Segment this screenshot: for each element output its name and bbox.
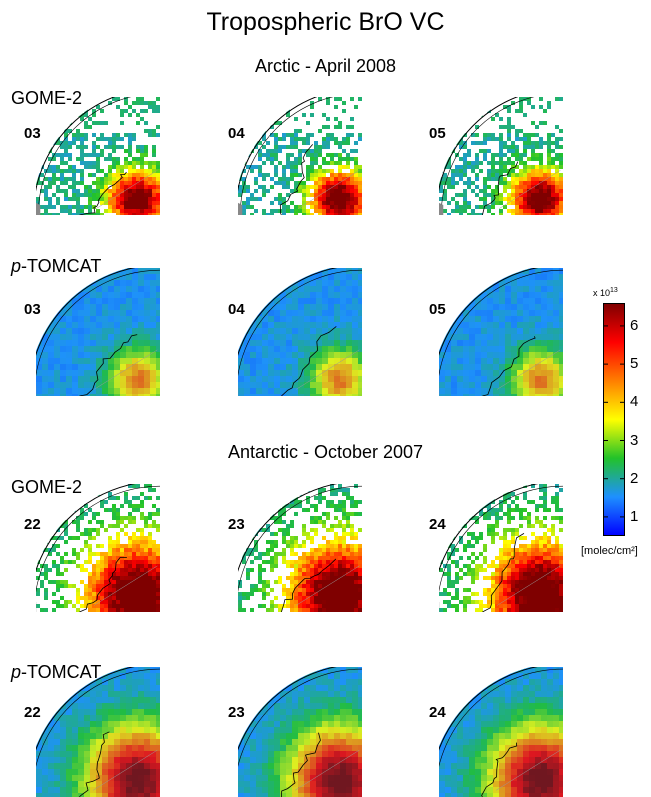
map-panel — [238, 268, 362, 396]
colorbar-multiplier: x 1013 — [593, 287, 618, 298]
colorbar-tick: 6 — [630, 316, 639, 334]
colorbar-tick: 2 — [630, 469, 639, 487]
day-label: 05 — [429, 125, 446, 142]
colorbar — [603, 303, 625, 536]
day-label: 04 — [228, 301, 245, 318]
colorbar-gradient — [603, 303, 625, 536]
day-label: 22 — [24, 516, 41, 533]
row-label-arctic-model: p-TOMCAT — [11, 256, 102, 276]
row-label-antarctic-gome2: GOME-2 — [11, 477, 83, 497]
day-label: 24 — [429, 516, 446, 533]
day-label: 04 — [228, 125, 245, 142]
map-panel — [439, 667, 563, 797]
map-panel — [36, 667, 160, 797]
row-label-antarctic-model: p-TOMCAT — [11, 662, 102, 682]
colorbar-unit: [molec/cm²] — [581, 545, 638, 557]
day-label: 23 — [228, 704, 245, 721]
map-panel — [439, 97, 563, 215]
map-panel — [238, 97, 362, 215]
map-panel — [439, 268, 563, 396]
section-title-arctic: Arctic - April 2008 — [254, 56, 397, 76]
map-panel — [36, 268, 160, 396]
colorbar-tick: 4 — [630, 393, 639, 411]
colorbar-tick: 3 — [630, 431, 639, 449]
map-panel — [238, 667, 362, 797]
day-label: 03 — [24, 125, 41, 142]
day-label: 22 — [24, 704, 41, 721]
day-label: 24 — [429, 704, 446, 721]
map-panel — [36, 97, 160, 215]
day-label: 23 — [228, 516, 245, 533]
section-title-antarctic: Antarctic - October 2007 — [227, 442, 424, 462]
day-label: 03 — [24, 301, 41, 318]
colorbar-tick: 1 — [630, 507, 639, 525]
day-label: 05 — [429, 301, 446, 318]
map-panel — [439, 484, 563, 612]
row-label-arctic-gome2: GOME-2 — [11, 88, 83, 108]
map-panel — [238, 484, 362, 612]
map-panel — [36, 484, 160, 612]
colorbar-tick: 5 — [630, 355, 639, 373]
figure-title: Tropospheric BrO VC — [206, 8, 445, 36]
